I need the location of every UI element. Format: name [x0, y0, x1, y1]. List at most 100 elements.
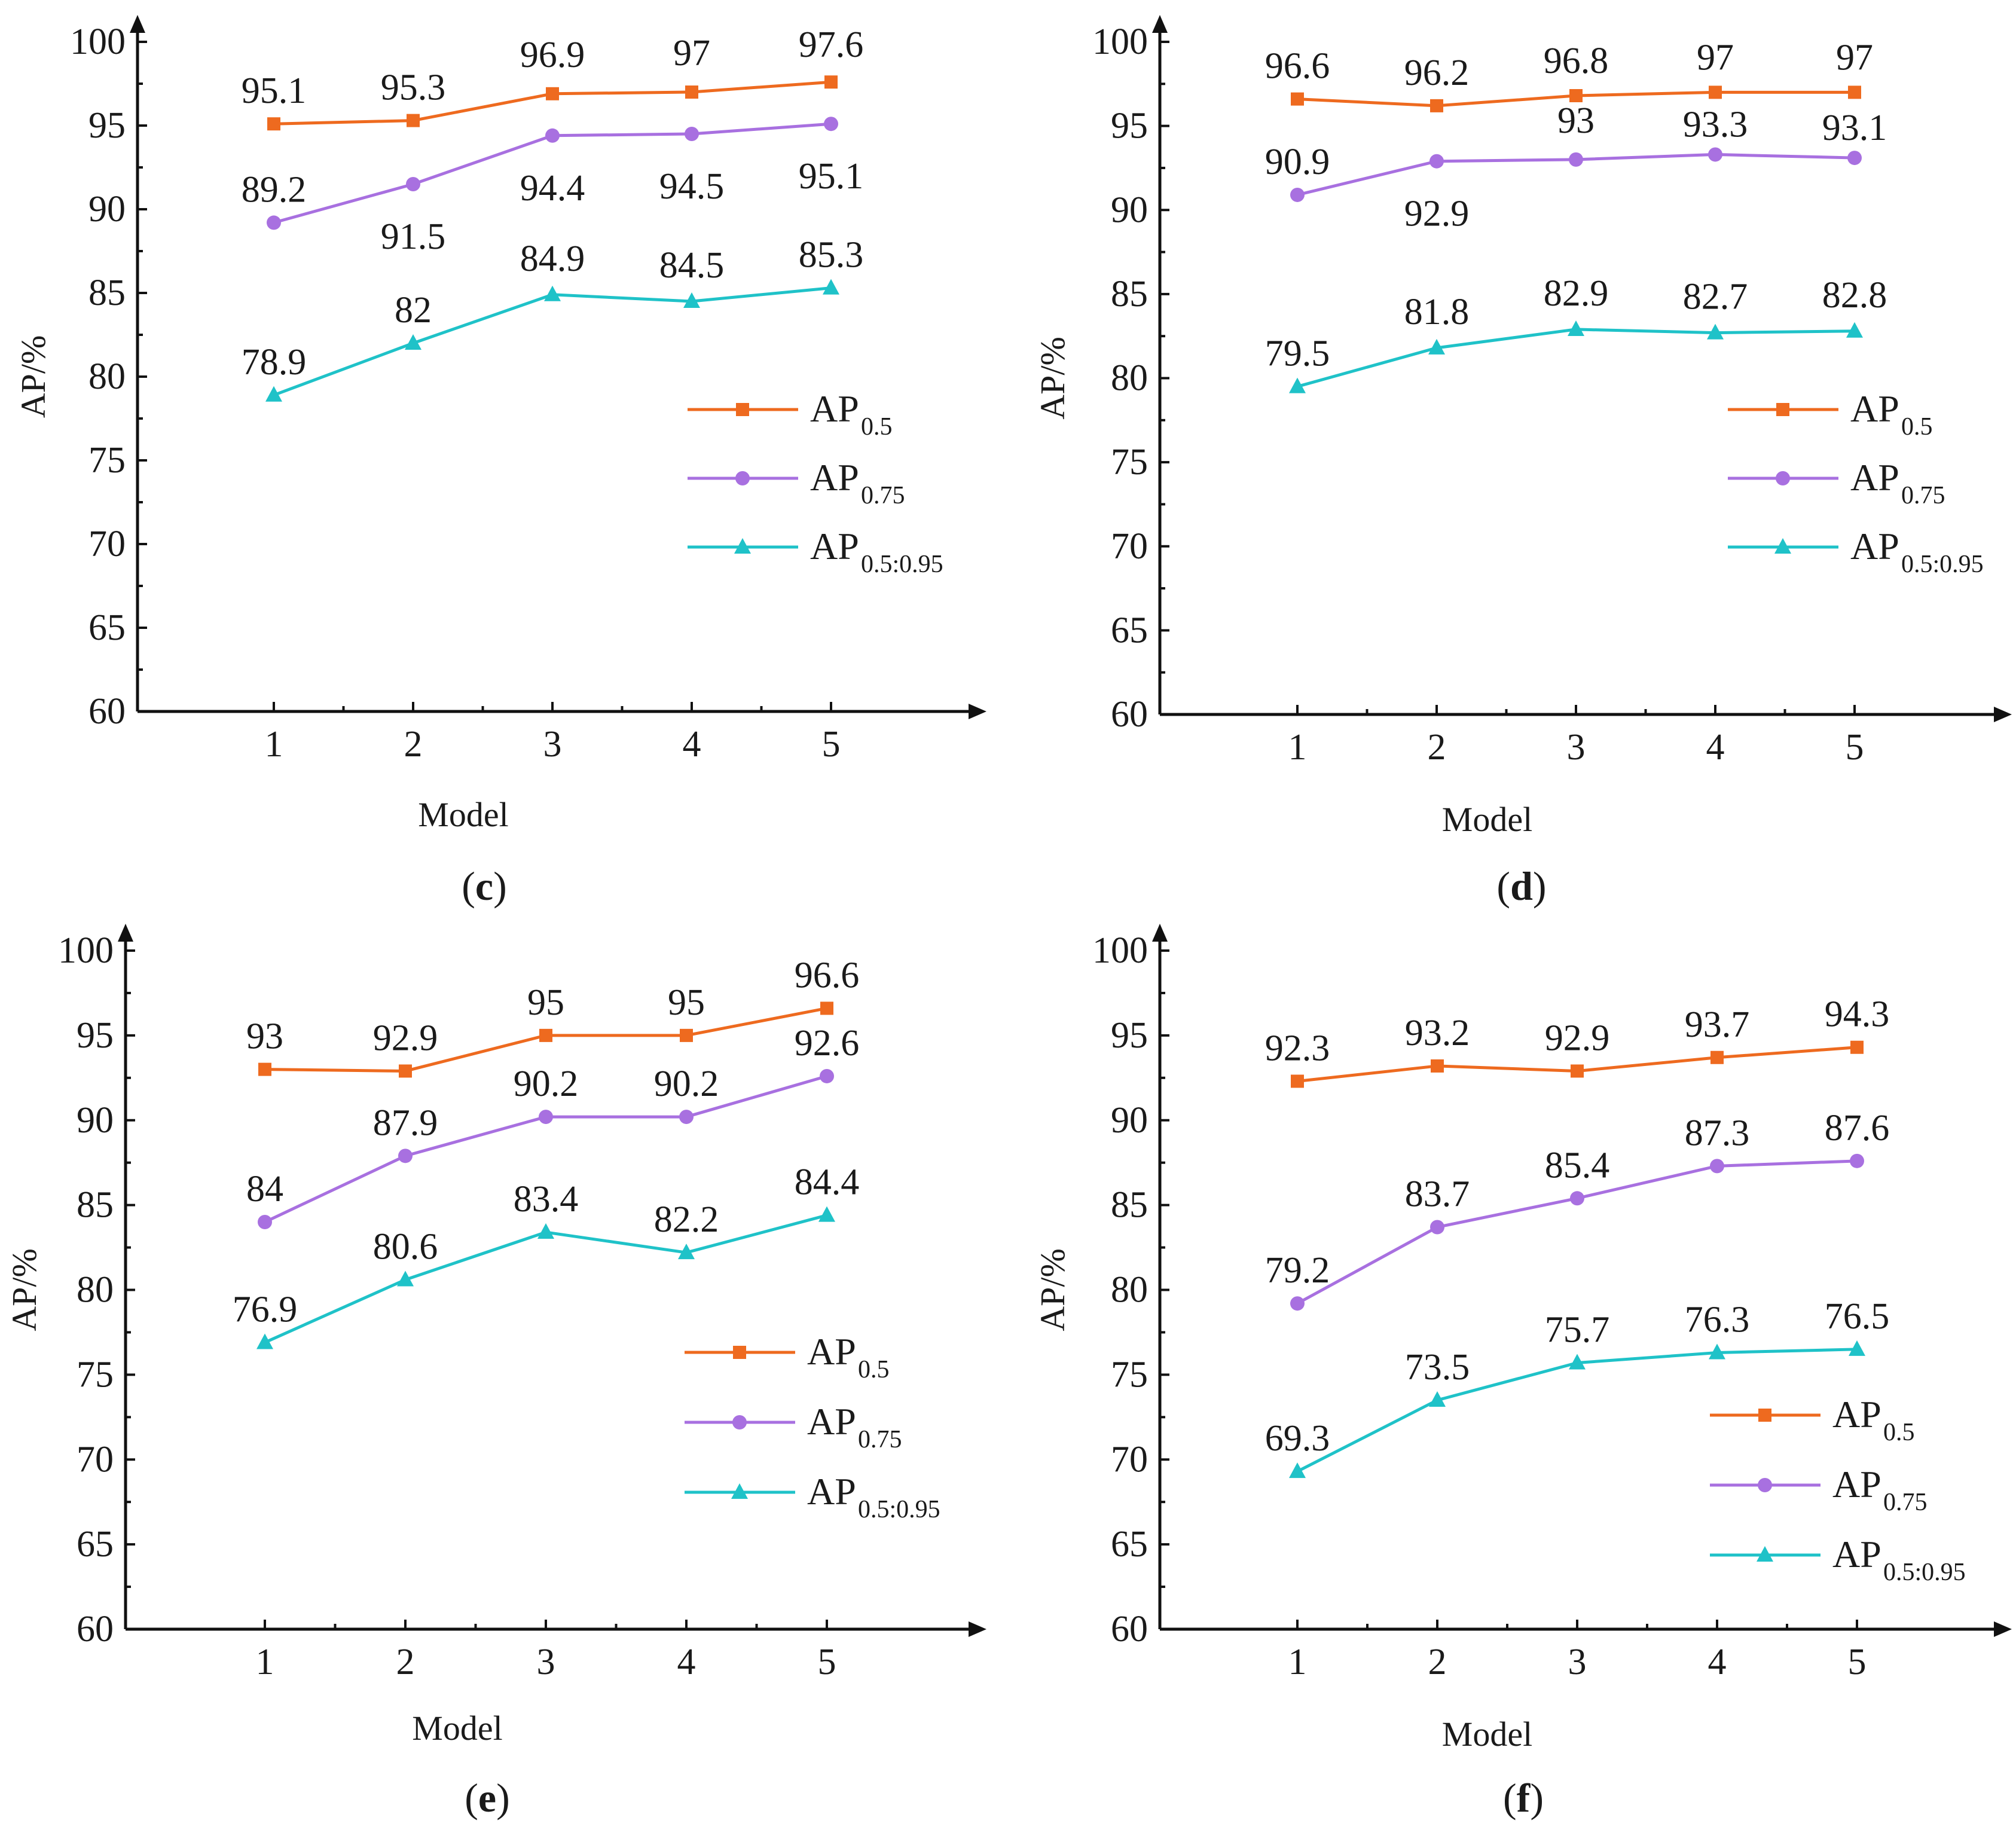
x-tick-label: 4 — [677, 1642, 696, 1682]
data-point-marker — [1848, 85, 1861, 99]
x-tick-label: 5 — [1846, 727, 1864, 768]
legend-label: AP — [807, 1400, 856, 1443]
x-tick-label: 2 — [1428, 727, 1446, 768]
series-AP0.5: 93 92.9 95 95 96.6 — [246, 955, 860, 1078]
series-AP0.5:0.95: 79.5 81.8 82.9 82.7 82.8 — [1265, 273, 1887, 393]
y-tick-label: 80 — [1111, 358, 1148, 399]
legend-subscript: 0.5:0.95 — [1883, 1559, 1966, 1586]
data-point-marker — [1846, 322, 1863, 338]
legend-marker — [1757, 1546, 1773, 1562]
data-point-marker — [1290, 1296, 1305, 1311]
y-axis-title: AP/% — [5, 1248, 44, 1331]
data-label: 84.4 — [795, 1162, 860, 1203]
y-tick-label: 95 — [1111, 106, 1148, 146]
x-tick-label: 3 — [1567, 727, 1586, 768]
data-label: 93 — [1557, 100, 1595, 141]
data-point-marker — [683, 292, 700, 308]
data-point-marker — [820, 1068, 834, 1083]
data-point-marker — [1428, 338, 1445, 355]
legend-marker — [735, 471, 750, 485]
data-label: 90.2 — [514, 1064, 579, 1104]
y-tick-label: 95 — [77, 1015, 114, 1056]
legend-subscript: 0.5:0.95 — [1901, 551, 1984, 578]
legend-subscript: 0.75 — [1883, 1489, 1928, 1516]
data-point-marker — [1850, 1040, 1864, 1054]
data-point-marker — [1570, 1191, 1584, 1206]
x-axis-title: Model — [412, 1709, 502, 1748]
legend-marker — [736, 403, 749, 416]
data-point-marker — [678, 1244, 695, 1260]
data-point-marker — [818, 1206, 835, 1222]
x-axis-title: Model — [1442, 800, 1532, 839]
data-label: 97 — [1836, 37, 1873, 78]
panel-caption: (d) — [1496, 863, 1546, 909]
legend-label: AP — [1832, 1463, 1881, 1505]
data-point-marker — [397, 1270, 414, 1287]
legend-subscript: 0.5 — [858, 1356, 890, 1383]
data-label: 79.5 — [1265, 334, 1330, 374]
data-point-marker — [539, 1028, 552, 1042]
data-label: 85.4 — [1545, 1145, 1610, 1186]
data-point-marker — [258, 1062, 271, 1076]
data-point-marker — [680, 1028, 693, 1042]
data-label: 82.8 — [1822, 275, 1887, 316]
series-AP0.75: 89.2 91.5 94.4 94.5 95.1 — [242, 117, 863, 257]
caption-open: ( — [1496, 863, 1510, 909]
data-label: 93.7 — [1685, 1004, 1750, 1045]
data-point-marker — [1430, 99, 1443, 112]
legend-marker — [1776, 471, 1790, 485]
series-AP0.5: 96.6 96.2 96.8 97 97 — [1265, 37, 1873, 112]
legend-subscript: 0.5:0.95 — [858, 1496, 940, 1523]
data-label: 94.3 — [1825, 994, 1890, 1035]
legend-label: AP — [1832, 1533, 1881, 1575]
y-tick-label: 85 — [77, 1185, 114, 1226]
data-label: 89.2 — [242, 169, 307, 210]
data-point-marker — [1850, 1153, 1864, 1168]
data-point-marker — [1709, 85, 1722, 99]
caption-close: ) — [493, 863, 507, 909]
data-label: 92.9 — [373, 1018, 438, 1058]
y-tick-label: 90 — [1111, 1100, 1148, 1141]
y-tick-label: 90 — [1111, 190, 1148, 230]
series-line — [1297, 328, 1855, 388]
legend-label: AP — [1850, 387, 1899, 430]
data-label: 93 — [246, 1016, 283, 1057]
legend-subscript: 0.75 — [861, 482, 905, 509]
y-tick-label: 95 — [1111, 1015, 1148, 1056]
y-tick-label: 80 — [1111, 1270, 1148, 1311]
y-axis-arrow — [130, 15, 145, 33]
data-point-marker — [1849, 1340, 1865, 1356]
data-label: 83.7 — [1405, 1174, 1470, 1215]
data-point-marker — [1291, 1074, 1304, 1088]
data-label: 96.9 — [520, 35, 585, 75]
data-point-marker — [265, 386, 282, 402]
panel-caption: (e) — [465, 1775, 510, 1820]
series-line — [273, 286, 832, 397]
x-axis-arrow — [1994, 1621, 2012, 1637]
caption-letter: c — [475, 863, 493, 909]
data-point-marker — [405, 334, 421, 350]
y-tick-label: 70 — [1111, 1439, 1148, 1480]
legend-label: AP — [1832, 1393, 1881, 1435]
caption-open: ( — [1503, 1775, 1517, 1820]
data-label: 95 — [527, 982, 564, 1023]
x-tick-label: 5 — [1848, 1642, 1867, 1682]
data-label: 90.2 — [654, 1064, 719, 1104]
series-AP0.5:0.95: 76.9 80.6 83.4 82.2 84.4 — [233, 1162, 860, 1349]
data-label: 96.6 — [795, 955, 860, 995]
legend-marker — [1774, 538, 1791, 554]
x-axis-arrow — [1994, 707, 2012, 722]
data-label: 96.6 — [1265, 46, 1330, 87]
data-point-marker — [1568, 320, 1584, 336]
data-point-marker — [544, 285, 561, 301]
x-axis-arrow — [969, 1621, 986, 1637]
series-AP0.5:0.95: 69.3 73.5 75.7 76.3 76.5 — [1265, 1296, 1889, 1479]
data-point-marker — [1431, 1059, 1444, 1073]
data-label: 97 — [673, 33, 710, 74]
x-axis-title: Model — [1442, 1715, 1532, 1754]
legend-marker — [1758, 1478, 1772, 1492]
y-axis-arrow — [118, 924, 133, 942]
